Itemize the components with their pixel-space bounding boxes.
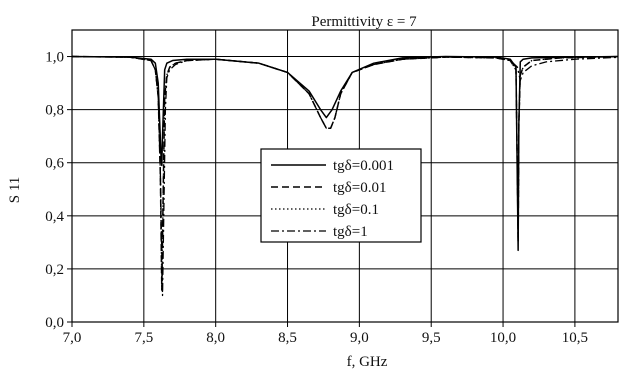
legend-label: tgδ=1 <box>333 224 368 240</box>
axis-ticks: 7,0 7,5 8,0 8,5 9,0 9,5 10,0 10,5 0,0 0,2 0,4 0,6 0,… <box>45 50 588 346</box>
x-tick-label: 7,5 <box>134 330 153 346</box>
x-tick-label: 8,0 <box>206 330 225 346</box>
x-tick-label: 10,5 <box>562 330 588 346</box>
legend: tgδ=0.001 tgδ=0.01 tgδ=0.1 tgδ=1 <box>260 148 422 243</box>
x-tick-label: 7,0 <box>63 330 82 346</box>
y-tick-label: 0,8 <box>45 103 64 119</box>
series-line <box>71 55 619 297</box>
series-lines <box>71 55 619 297</box>
y-axis-title: S 11 <box>7 177 23 204</box>
legend-label: tgδ=0.1 <box>333 202 379 218</box>
legend-label: tgδ=0.001 <box>333 158 394 174</box>
y-tick-label: 0,0 <box>45 315 64 331</box>
x-tick-label: 10,0 <box>490 330 516 346</box>
y-tick-label: 1,0 <box>45 50 64 66</box>
x-tick-label: 8,5 <box>278 330 297 346</box>
x-tick-label: 9,0 <box>350 330 369 346</box>
legend-label: tgδ=0.01 <box>333 180 386 196</box>
y-tick-label: 0,4 <box>45 209 64 225</box>
y-tick-label: 0,2 <box>45 262 64 278</box>
plot-frame <box>71 29 619 323</box>
x-tick-label: 9,5 <box>422 330 441 346</box>
x-axis-title: f, GHz <box>347 354 388 370</box>
chart-title: Permittivity ε = 7 <box>311 14 417 30</box>
y-tick-label: 0,6 <box>45 156 64 172</box>
